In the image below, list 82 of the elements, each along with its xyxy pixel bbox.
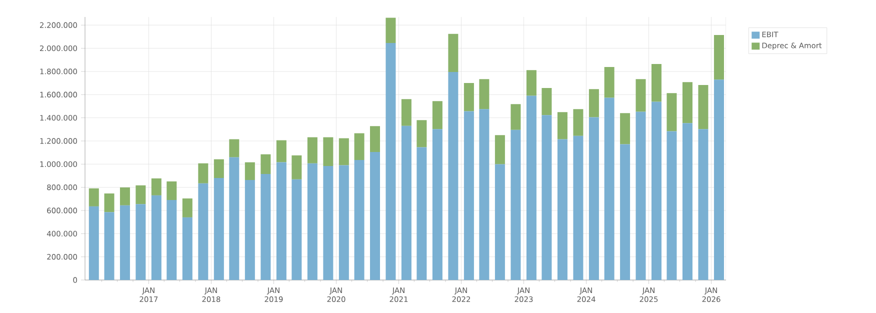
bar	[510, 130, 521, 280]
bar	[370, 152, 380, 280]
bar	[120, 205, 130, 280]
bar	[88, 188, 99, 206]
bar	[323, 166, 334, 280]
bar	[260, 174, 271, 280]
bar	[276, 140, 286, 162]
bar	[401, 126, 412, 280]
bar	[557, 112, 568, 140]
bar	[698, 129, 708, 280]
bar	[182, 217, 192, 280]
bar	[136, 185, 146, 204]
bar	[557, 139, 568, 280]
bar	[244, 180, 255, 280]
bar	[651, 64, 662, 102]
bar	[510, 104, 521, 130]
bar	[229, 157, 240, 280]
bar	[198, 183, 208, 280]
bar	[448, 72, 458, 280]
bar	[260, 154, 271, 174]
bar	[682, 123, 692, 280]
bar	[292, 179, 302, 280]
bar	[354, 160, 364, 280]
bar	[292, 155, 302, 180]
bar	[416, 147, 427, 280]
bar	[494, 164, 505, 280]
bar	[604, 67, 614, 98]
bar	[386, 42, 396, 280]
bar	[229, 139, 240, 158]
bar	[666, 93, 677, 132]
bar	[604, 98, 614, 280]
bar	[244, 162, 255, 180]
bar	[88, 206, 99, 280]
bar	[636, 112, 646, 280]
bar	[338, 138, 349, 166]
bar	[666, 131, 677, 280]
bar	[166, 181, 177, 200]
bar	[651, 102, 662, 280]
bar	[307, 163, 318, 280]
bar	[479, 109, 490, 280]
bar	[479, 79, 490, 110]
bar	[494, 135, 505, 164]
bar	[588, 89, 599, 118]
bar	[714, 80, 724, 280]
bar	[416, 120, 427, 148]
bar	[698, 85, 708, 130]
bar	[714, 34, 724, 80]
bar	[620, 144, 630, 280]
bar	[214, 159, 224, 178]
bar	[276, 162, 286, 280]
bar	[323, 137, 334, 166]
bar	[166, 200, 177, 280]
bar	[386, 18, 396, 43]
bar	[432, 101, 442, 130]
bar	[526, 70, 536, 96]
bar	[104, 193, 114, 212]
bar	[636, 79, 646, 112]
bar	[151, 195, 162, 280]
bar	[526, 96, 536, 280]
bar	[136, 204, 146, 280]
bar	[214, 178, 224, 280]
bar	[120, 187, 130, 206]
bar	[620, 113, 630, 144]
bar	[338, 165, 349, 280]
bar	[307, 137, 318, 164]
bar	[682, 82, 692, 124]
bar	[448, 34, 458, 72]
bar	[464, 83, 474, 112]
bar	[370, 126, 380, 152]
bar	[354, 133, 364, 160]
bar	[542, 115, 552, 280]
bar	[182, 198, 192, 218]
bar	[432, 129, 442, 280]
bar	[573, 136, 584, 280]
bar	[573, 109, 584, 136]
bar	[542, 88, 552, 116]
bar	[588, 117, 599, 280]
bar	[198, 163, 208, 184]
bar	[401, 99, 412, 126]
bar	[464, 111, 474, 280]
bar	[151, 178, 162, 196]
bar	[104, 212, 114, 280]
